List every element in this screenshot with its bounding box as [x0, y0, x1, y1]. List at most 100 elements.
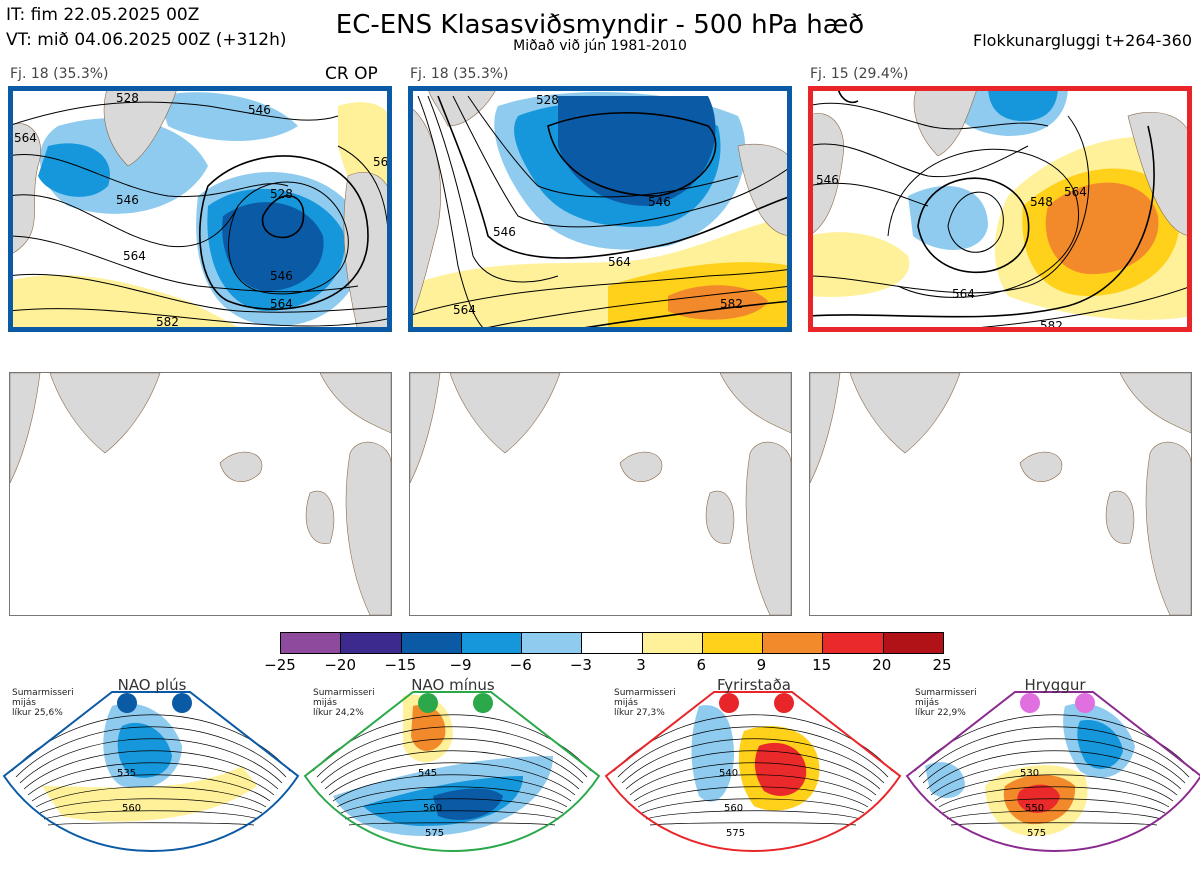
colorbar: [280, 632, 944, 654]
regime-contour-label: 560: [724, 803, 743, 814]
regime-map: 530 550 575: [905, 691, 1200, 852]
regime-panel: 545 560 575 Sumarmisseri mijás líkur 24,2% NAO…: [303, 676, 601, 871]
regime-info-line: Sumarmisseri: [12, 688, 74, 698]
panel-1-tag: CR OP: [325, 64, 378, 84]
colorbar-swatch: [882, 633, 943, 653]
colorbar-tick-label: 20: [872, 656, 892, 674]
contour-label: 564: [952, 287, 975, 301]
empty-map-2: [409, 372, 792, 616]
regime-info: Sumarmisseri mijás líkur 25,6%: [12, 688, 74, 718]
regime-dot: [117, 693, 137, 713]
contour-label: 546: [816, 173, 839, 187]
contour-label: 528: [536, 93, 559, 107]
regime-panel: 540 560 575 Sumarmisseri mijás líkur 27,3% Fyr…: [604, 676, 902, 871]
contour-label: 564: [608, 255, 631, 269]
contour-label: 546: [116, 193, 139, 207]
regime-title: Fyrirstaða: [717, 676, 791, 694]
colorbar-swatch: [340, 633, 401, 653]
colorbar-tick-label: −25: [264, 656, 296, 674]
contour-label: 564: [270, 297, 293, 311]
valid-time: VT: mið 04.06.2025 00Z (+312h): [6, 30, 287, 50]
colorbar-swatch: [641, 633, 702, 653]
colorbar-swatch: [460, 633, 522, 653]
regime-panel: 530 550 575 Sumarmisseri mijás líkur 22,9% Hry…: [905, 676, 1200, 871]
regime-panel: 535 560 Sumarmisseri mijás líkur 25,6% NAO pl…: [2, 676, 300, 871]
colorbar-tick-label: 15: [812, 656, 832, 674]
panel-3-title: Fj. 15 (29.4%): [810, 66, 909, 82]
regime-info: Sumarmisseri mijás líkur 27,3%: [614, 688, 676, 718]
regime-info-line: Sumarmisseri: [915, 688, 977, 698]
regime-title: NAO plús: [117, 676, 187, 694]
regime-title: NAO mínus: [411, 676, 495, 694]
regime-info-line: líkur 22,9%: [915, 708, 966, 718]
colorbar-tick-label: −20: [324, 656, 356, 674]
page-title: EC-ENS Klasasviðsmyndir - 500 hPa hæð: [335, 10, 865, 40]
colorbar-tick-label: −9: [449, 656, 472, 674]
regime-contour-label: 545: [418, 768, 437, 779]
contour-label: 564: [1064, 185, 1087, 199]
regime-contour-label: 535: [117, 768, 136, 779]
colorbar-tick-label: −6: [509, 656, 532, 674]
regime-map: 535 560: [2, 691, 300, 852]
regime-dot: [719, 693, 739, 713]
cluster-map-2: 528 546 564 582 546 564: [408, 86, 792, 332]
regime-dot: [473, 693, 493, 713]
regime-map: 540 560 575: [604, 691, 902, 852]
regime-contour-label: 575: [425, 828, 444, 839]
regime-contour-label: 575: [726, 828, 745, 839]
colorbar-swatch: [521, 633, 582, 653]
regime-dot: [1020, 693, 1040, 713]
colorbar-swatch: [281, 633, 341, 653]
contour-label: 546: [248, 103, 271, 117]
colorbar-tick-label: −3: [569, 656, 592, 674]
classification-window: Flokkunargluggi t+264-360: [973, 31, 1192, 50]
colorbar-tick-label: −15: [384, 656, 417, 674]
regime-dot: [1075, 693, 1095, 713]
regime-info-line: mijás: [12, 698, 36, 708]
contour-label: 564: [14, 131, 37, 145]
contour-label: 528: [270, 187, 293, 201]
colorbar-tick-label: 3: [636, 656, 646, 674]
regime-info-line: Sumarmisseri: [614, 688, 676, 698]
regime-map: 545 560 575: [303, 691, 601, 852]
panel-1-title: Fj. 18 (35.3%): [10, 66, 109, 82]
colorbar-tick-label: 6: [696, 656, 707, 674]
contour-label: 582: [156, 315, 179, 329]
colorbar-swatch: [581, 633, 642, 653]
contour-label: 546: [493, 225, 516, 239]
colorbar-swatch: [822, 633, 883, 653]
regime-info-line: mijás: [614, 698, 638, 708]
regime-contour-label: 560: [423, 803, 442, 814]
contour-label: 528: [116, 91, 139, 105]
initial-time: IT: fim 22.05.2025 00Z: [6, 5, 200, 25]
page-subtitle: Miðað við jún 1981-2010: [513, 38, 687, 54]
regime-dot: [774, 693, 794, 713]
panel-2-title: Fj. 18 (35.3%): [410, 66, 509, 82]
regime-title: Hryggur: [1024, 676, 1086, 694]
colorbar-tick-label: 9: [756, 656, 767, 674]
regime-info-line: Sumarmisseri: [313, 688, 375, 698]
colorbar-swatch: [762, 633, 823, 653]
regime-contour-label: 575: [1027, 828, 1046, 839]
regime-dot: [418, 693, 438, 713]
regime-info-line: líkur 25,6%: [12, 708, 63, 718]
contour-label: 546: [270, 269, 293, 283]
contour-label: 582: [720, 297, 743, 311]
contour-label: 564: [123, 249, 146, 263]
colorbar-tick-label: 25: [932, 656, 952, 674]
empty-map-3: [809, 372, 1192, 616]
cluster-map-3: 546 564 548 564 582: [808, 86, 1192, 332]
colorbar-swatch: [400, 633, 461, 653]
regime-info-line: mijás: [915, 698, 939, 708]
regime-info: Sumarmisseri mijás líkur 24,2%: [313, 688, 375, 718]
contour-label: 548: [1030, 195, 1053, 209]
regime-contour-label: 560: [122, 803, 141, 814]
regime-contour-label: 550: [1025, 803, 1044, 814]
empty-map-1: [9, 372, 392, 616]
cluster-map-1: 528 546 564 564 546 528 546 564 582 564: [8, 86, 392, 332]
contour-label: 564: [453, 303, 476, 317]
regime-info-line: mijás: [313, 698, 337, 708]
regime-info-line: líkur 27,3%: [614, 708, 665, 718]
regime-contour-label: 530: [1020, 768, 1039, 779]
regime-contour-label: 540: [719, 768, 738, 779]
